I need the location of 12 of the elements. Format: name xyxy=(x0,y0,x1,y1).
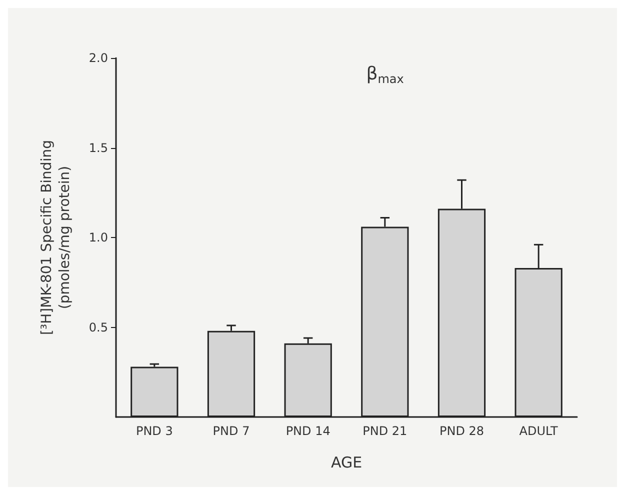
y-tick-label: 1.0 xyxy=(88,230,108,244)
x-tick-label: PND 28 xyxy=(439,424,484,438)
x-tick-label: PND 7 xyxy=(212,424,250,438)
x-tick-label: ADULT xyxy=(519,424,559,438)
y-tick-label: 1.5 xyxy=(88,140,108,155)
x-tick-label: PND 14 xyxy=(286,424,330,438)
y-tick-label: 0.5 xyxy=(88,320,108,334)
x-axis-title: AGE xyxy=(330,454,362,472)
x-tick-label: PND 3 xyxy=(136,424,173,438)
y-axis-title: [³H]MK-801 Specific Binding (pmoles/mg protein) xyxy=(39,140,73,335)
y-tick-label: 2.0 xyxy=(88,51,108,65)
x-tick-label: PND 21 xyxy=(362,424,408,438)
